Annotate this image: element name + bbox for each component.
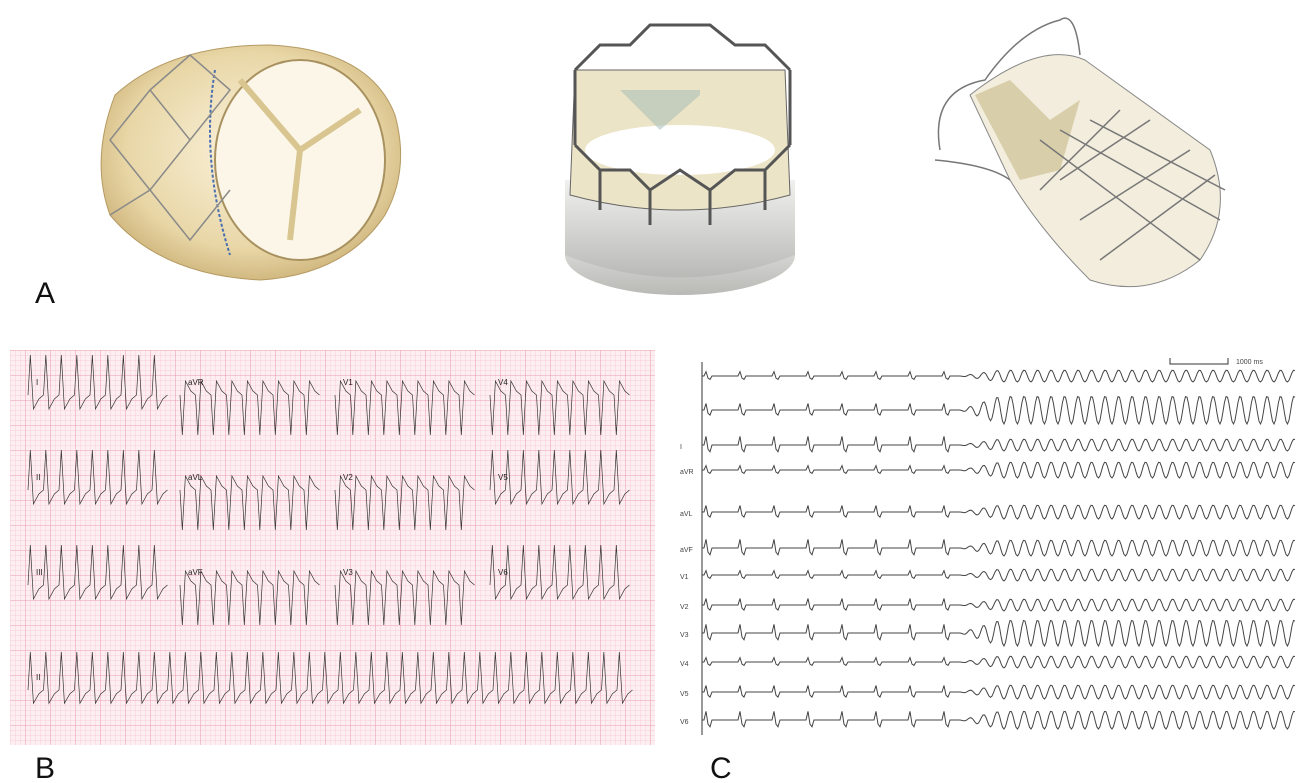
ecg-trace [702, 711, 1295, 729]
lead-label: V5 [680, 691, 689, 698]
lead-label: V1 [680, 574, 689, 581]
ecg-trace [702, 569, 1295, 581]
ecg-trace [702, 685, 1295, 699]
lead-label: V6 [498, 568, 508, 577]
lead-label: V4 [680, 661, 689, 668]
lead-label: V3 [343, 568, 353, 577]
lead-label: II [36, 473, 40, 482]
lead-label: V4 [498, 378, 508, 387]
ecg-trace [702, 462, 1295, 478]
ecg-trace [702, 436, 1295, 452]
ecg-trace [702, 599, 1295, 612]
lead-label: V1 [343, 378, 353, 387]
ecg-trace [702, 539, 1295, 556]
lead-label: II [36, 673, 40, 682]
ecg-trace [702, 656, 1295, 668]
lead-label: V3 [680, 632, 689, 639]
ecg-trace [702, 397, 1295, 424]
lead-label: V5 [498, 473, 508, 482]
ecg-grid [10, 350, 655, 745]
panel-label: B [35, 752, 55, 783]
lead-label: aVR [680, 469, 694, 476]
valve-2 [565, 25, 795, 295]
lead-label: aVL [680, 511, 693, 518]
scale-label: 1000 ms [1236, 359, 1263, 366]
page: A IaVR V1 V4 II aVL V2 V5 III aVF V3 V6 II B 1000 m… [0, 0, 1304, 783]
lead-label: V2 [343, 473, 353, 482]
ecg-trace [702, 370, 1295, 382]
lead-label: III [36, 568, 43, 577]
lead-label: I [36, 378, 38, 387]
lead-label: V6 [680, 719, 689, 726]
lead-label: aVL [188, 473, 203, 482]
scale-bar [1170, 358, 1228, 364]
lead-label: aVF [188, 568, 203, 577]
valve-1 [101, 45, 401, 280]
lead-label: aVF [680, 547, 693, 554]
ecg-trace [702, 505, 1295, 519]
ecg-trace [702, 621, 1295, 647]
panel-label: A [35, 277, 55, 310]
figure: A IaVR V1 V4 II aVL V2 V5 III aVF V3 V6 II B 1000 m… [0, 0, 1304, 783]
lead-label: I [680, 444, 682, 451]
lead-label: aVR [188, 378, 204, 387]
valve-3 [935, 18, 1225, 286]
panel-label: C [710, 752, 732, 783]
lead-label: V2 [680, 604, 689, 611]
